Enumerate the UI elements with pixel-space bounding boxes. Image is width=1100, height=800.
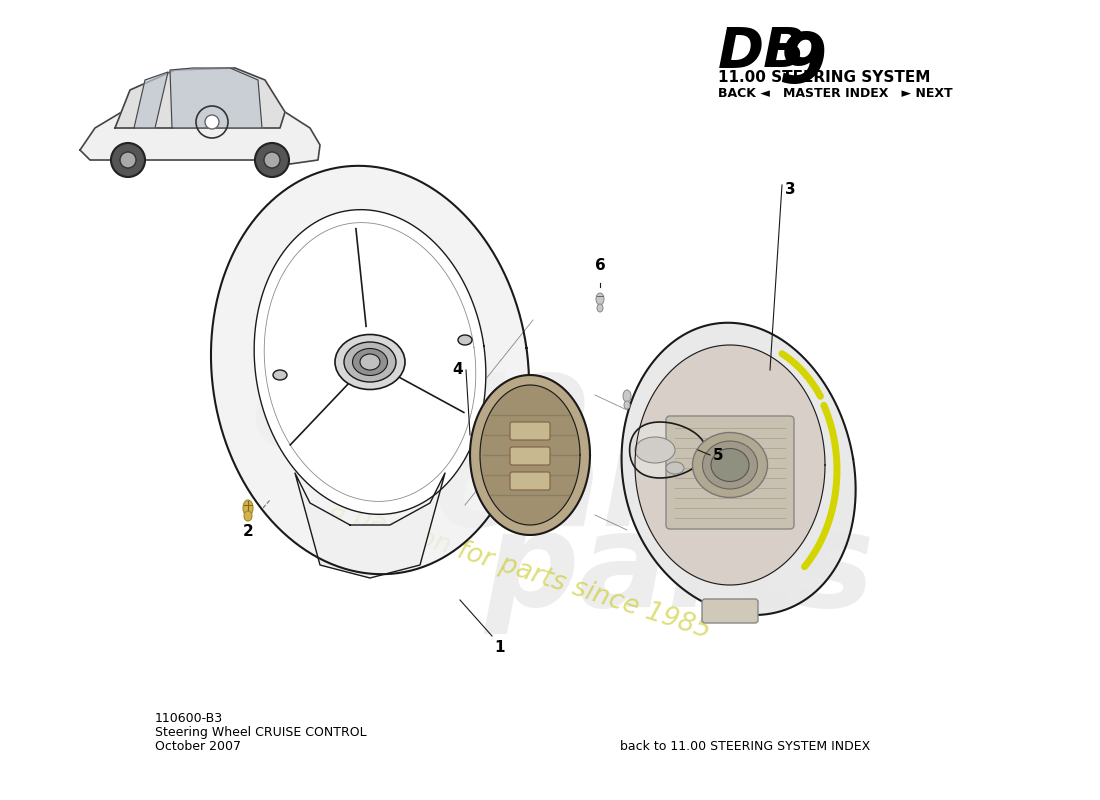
Circle shape xyxy=(111,143,145,177)
Circle shape xyxy=(264,152,280,168)
Text: 3: 3 xyxy=(784,182,795,198)
Ellipse shape xyxy=(635,437,675,463)
Ellipse shape xyxy=(623,390,631,402)
Polygon shape xyxy=(635,345,825,585)
Polygon shape xyxy=(629,422,705,478)
FancyBboxPatch shape xyxy=(510,472,550,490)
Circle shape xyxy=(205,115,219,129)
Ellipse shape xyxy=(344,342,396,382)
Circle shape xyxy=(120,152,136,168)
Text: BACK ◄   MASTER INDEX   ► NEXT: BACK ◄ MASTER INDEX ► NEXT xyxy=(718,87,953,100)
Text: 6: 6 xyxy=(595,258,605,273)
Text: Steering Wheel CRUISE CONTROL: Steering Wheel CRUISE CONTROL xyxy=(155,726,366,739)
FancyBboxPatch shape xyxy=(510,447,550,465)
Polygon shape xyxy=(295,473,446,578)
Polygon shape xyxy=(211,166,529,574)
Text: parts: parts xyxy=(485,506,876,634)
Polygon shape xyxy=(80,102,320,164)
Ellipse shape xyxy=(243,500,253,516)
Ellipse shape xyxy=(711,449,749,482)
FancyBboxPatch shape xyxy=(702,599,758,623)
FancyBboxPatch shape xyxy=(510,422,550,440)
Polygon shape xyxy=(470,375,590,535)
Polygon shape xyxy=(621,322,856,615)
Polygon shape xyxy=(480,385,580,525)
Circle shape xyxy=(255,143,289,177)
FancyBboxPatch shape xyxy=(666,416,794,529)
Ellipse shape xyxy=(336,334,405,390)
Text: 110600-B3: 110600-B3 xyxy=(155,712,223,725)
Text: DB: DB xyxy=(718,25,806,79)
Text: 9: 9 xyxy=(778,30,826,97)
Polygon shape xyxy=(134,72,168,128)
Ellipse shape xyxy=(596,293,604,305)
Polygon shape xyxy=(170,68,262,128)
Ellipse shape xyxy=(703,441,758,489)
Text: 5: 5 xyxy=(713,447,724,462)
Ellipse shape xyxy=(597,304,603,312)
Polygon shape xyxy=(254,210,486,514)
Text: car: car xyxy=(433,426,667,554)
Ellipse shape xyxy=(693,433,768,498)
Ellipse shape xyxy=(352,349,387,375)
Ellipse shape xyxy=(624,401,630,409)
Text: October 2007: October 2007 xyxy=(155,740,241,753)
Text: a passion for parts since 1985: a passion for parts since 1985 xyxy=(327,496,714,644)
Text: 1: 1 xyxy=(495,641,505,655)
Ellipse shape xyxy=(360,354,379,370)
Ellipse shape xyxy=(666,462,684,474)
Ellipse shape xyxy=(244,511,252,521)
Ellipse shape xyxy=(273,370,287,380)
Text: euro: euro xyxy=(251,346,590,474)
Ellipse shape xyxy=(458,335,472,345)
Text: 4: 4 xyxy=(453,362,463,378)
Text: 2: 2 xyxy=(243,525,253,539)
Polygon shape xyxy=(116,68,285,128)
Text: back to 11.00 STEERING SYSTEM INDEX: back to 11.00 STEERING SYSTEM INDEX xyxy=(620,740,870,753)
Text: 11.00 STEERING SYSTEM: 11.00 STEERING SYSTEM xyxy=(718,70,931,85)
